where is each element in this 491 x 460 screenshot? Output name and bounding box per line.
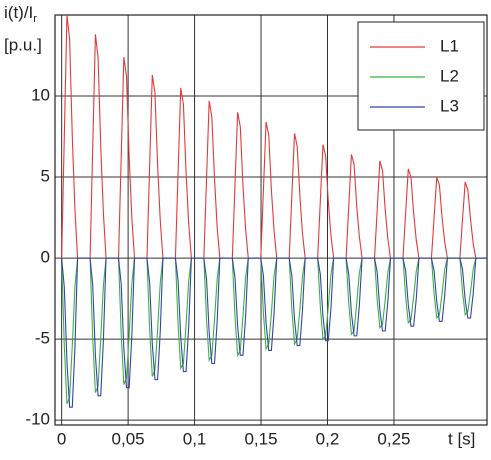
x-tick-label: 0 [57,429,66,448]
legend-box [357,21,485,131]
legend-label: L3 [440,96,459,115]
y-tick-label: 5 [41,167,50,186]
x-tick-label: 0,1 [183,429,207,448]
series-line [61,257,487,408]
legend: L1 L2 L3 [357,21,485,131]
x-tick-label: 0,15 [244,429,277,448]
y-tick-label: -5 [35,329,50,348]
y-axis-label: i(t)/Ir [4,3,37,24]
series-line [61,257,487,405]
plot-frame [54,14,488,426]
y-tick-label: 0 [41,248,50,267]
x-axis-label: t [s] [448,429,475,448]
x-tick-label: 0,2 [316,429,340,448]
y-tick-label: -10 [25,410,50,429]
y-tick-label: 10 [31,86,50,105]
y-label-main: i(t)/I [4,3,33,22]
legend-label: L2 [440,66,459,85]
legend-label: L1 [440,36,459,55]
x-tick-label: 0,25 [377,429,410,448]
y-label-subscript: r [33,13,37,25]
series-line [61,14,487,259]
y-axis-unit: [p.u.] [4,35,42,54]
x-tick-label: 0,05 [112,429,145,448]
